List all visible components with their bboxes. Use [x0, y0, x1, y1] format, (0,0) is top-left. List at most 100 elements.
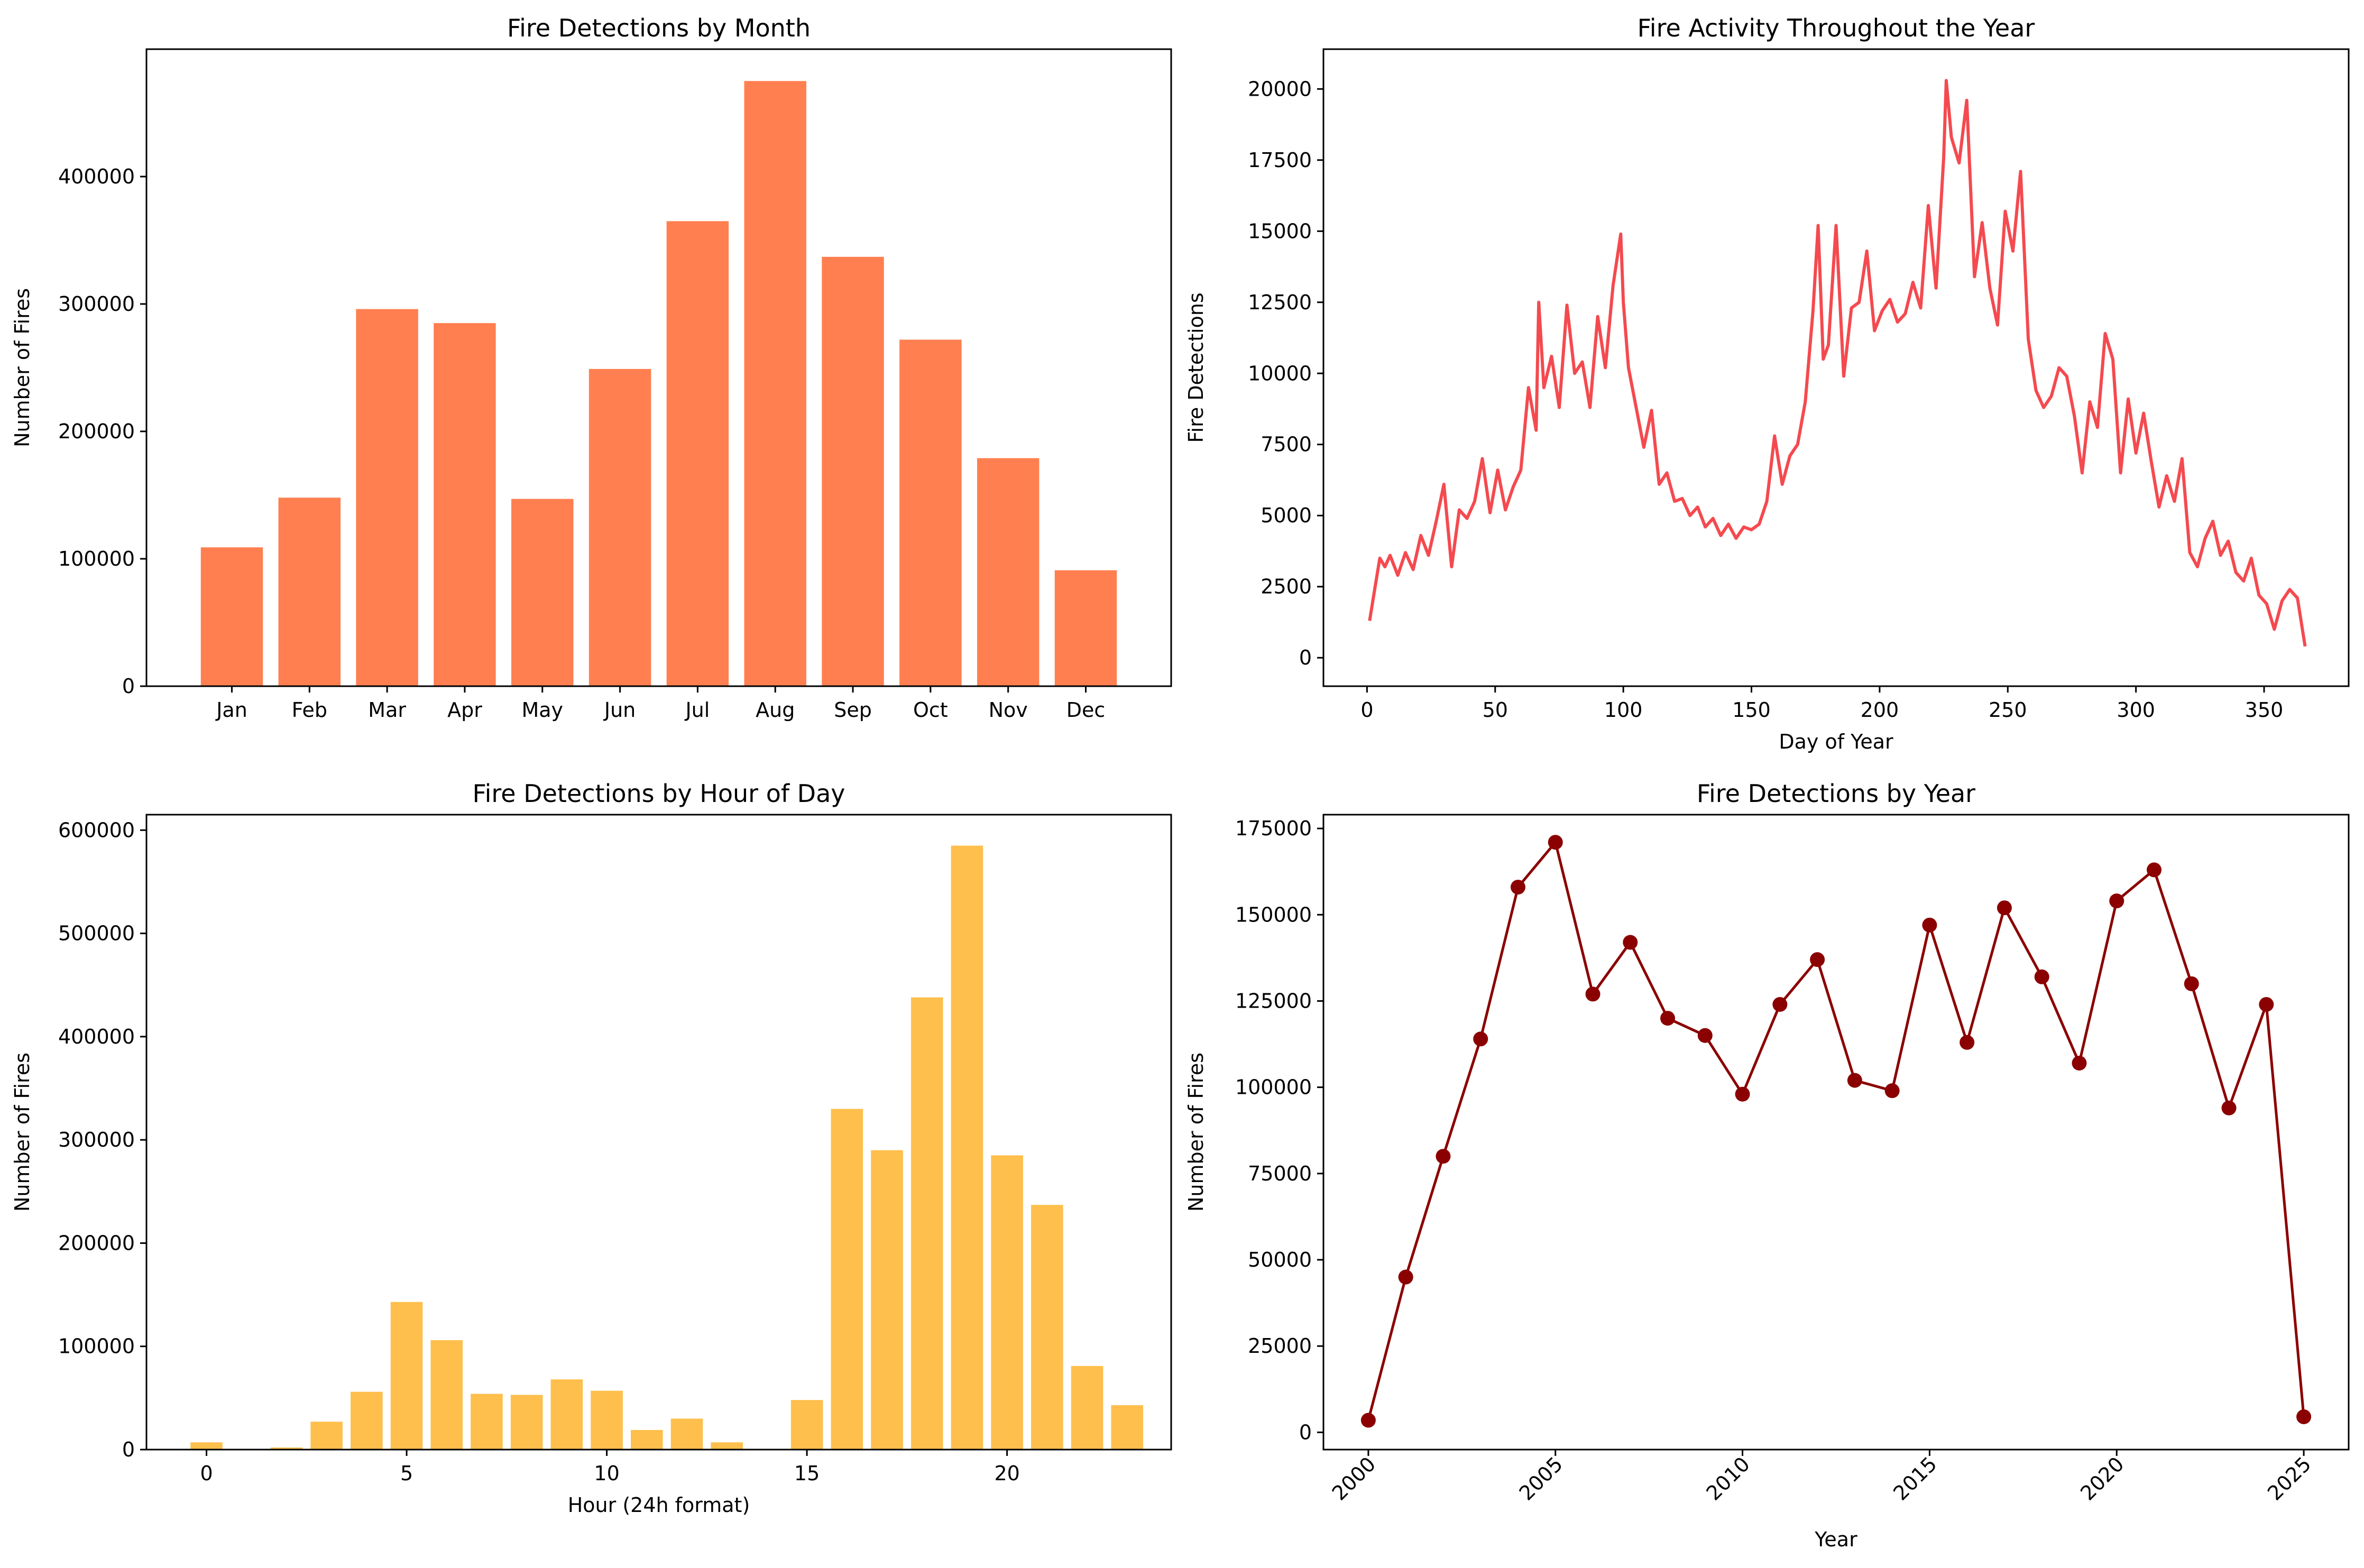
- data-point: [1772, 997, 1788, 1012]
- y-tick-label: 125000: [1235, 989, 1312, 1012]
- y-tick-label: 400000: [58, 165, 135, 188]
- bar: [711, 1442, 743, 1450]
- bar: [434, 323, 496, 686]
- bar: [1071, 1366, 1103, 1450]
- bar: [822, 256, 884, 687]
- y-tick-label: 0: [1299, 646, 1312, 669]
- chart-fire-by-day: Fire Activity Throughout the Year Fire De…: [1184, 14, 2350, 753]
- y-tick-label: 200000: [58, 1231, 135, 1255]
- x-tick-label: 250: [1989, 698, 2027, 722]
- x-tick-label: 100: [1604, 698, 1643, 722]
- bar: [588, 368, 651, 686]
- x-tick-label: 20: [994, 1462, 1019, 1485]
- data-point: [2109, 893, 2124, 909]
- data-point: [1997, 900, 2012, 916]
- data-point: [1847, 1073, 1862, 1088]
- bar: [550, 1379, 583, 1450]
- x-tick-label: 300: [2117, 698, 2155, 722]
- bar: [1031, 1205, 1063, 1450]
- bar: [278, 497, 341, 686]
- bar: [790, 1400, 823, 1450]
- data-point: [1473, 1031, 1488, 1047]
- x-tick-label: Jan: [215, 698, 247, 722]
- x-tick-label: 2000: [1328, 1452, 1381, 1505]
- x-axis-label: Day of Year: [1779, 730, 1893, 753]
- bar: [351, 1391, 383, 1450]
- data-point: [2184, 976, 2199, 991]
- bar: [977, 458, 1040, 686]
- data-point: [1360, 1413, 1376, 1428]
- data-point: [1398, 1269, 1413, 1285]
- x-tick-label: 2025: [2263, 1452, 2316, 1505]
- data-point: [1922, 917, 1937, 933]
- chart-fire-by-hour: Fire Detections by Hour of Day Number of …: [11, 779, 1172, 1517]
- y-tick-label: 20000: [1248, 77, 1312, 100]
- x-tick-label: Aug: [756, 698, 795, 722]
- bar: [631, 1429, 663, 1450]
- x-tick-label: 2010: [1701, 1452, 1754, 1505]
- x-tick-label: 0: [1360, 698, 1373, 722]
- y-tick-label: 150000: [1235, 903, 1312, 926]
- data-point: [1810, 952, 1825, 967]
- data-point: [2034, 969, 2049, 984]
- bar: [666, 221, 729, 687]
- x-tick-label: 0: [200, 1462, 213, 1485]
- chart-title: Fire Detections by Year: [1697, 779, 1975, 808]
- y-tick-label: 12500: [1248, 291, 1312, 314]
- y-tick-label: 300000: [58, 292, 135, 316]
- y-tick-label: 500000: [58, 922, 135, 945]
- y-tick-label: 17500: [1248, 149, 1312, 172]
- x-tick-label: Oct: [913, 698, 948, 722]
- y-tick-label: 0: [122, 675, 135, 698]
- y-tick-label: 200000: [58, 420, 135, 443]
- bar: [951, 845, 983, 1450]
- data-point: [1697, 1028, 1713, 1043]
- data-point: [1436, 1149, 1451, 1164]
- x-tick-label: Dec: [1066, 698, 1106, 722]
- bar: [310, 1422, 343, 1450]
- y-tick-label: 175000: [1235, 817, 1312, 840]
- x-tick-label: 2020: [2076, 1452, 2129, 1505]
- bar: [670, 1418, 703, 1450]
- bar: [430, 1340, 463, 1450]
- x-tick-label: 2015: [1889, 1452, 1942, 1505]
- x-tick-label: Nov: [989, 698, 1028, 722]
- y-tick-label: 7500: [1261, 433, 1312, 456]
- bar: [190, 1442, 223, 1450]
- y-tick-label: 400000: [58, 1025, 135, 1048]
- chart-title: Fire Detections by Month: [507, 14, 811, 42]
- data-point: [1735, 1086, 1750, 1102]
- x-tick-label: 5: [400, 1462, 413, 1485]
- x-tick-label: Feb: [292, 698, 327, 722]
- y-tick-label: 15000: [1248, 219, 1312, 243]
- y-tick-label: 5000: [1261, 504, 1312, 527]
- x-tick-label: Jun: [603, 698, 636, 722]
- x-tick-label: 350: [2245, 698, 2284, 722]
- data-point: [1548, 835, 1563, 850]
- bar: [899, 339, 962, 686]
- data-point: [2259, 997, 2274, 1012]
- bar: [831, 1109, 863, 1450]
- data-point: [1960, 1035, 1975, 1050]
- y-tick-label: 600000: [58, 818, 135, 842]
- y-tick-label: 75000: [1248, 1162, 1312, 1185]
- x-tick-label: 150: [1732, 698, 1771, 722]
- data-point: [1585, 986, 1600, 1002]
- data-point: [2147, 862, 2162, 878]
- y-axis-label: Number of Fires: [11, 1053, 34, 1212]
- bar: [471, 1394, 503, 1450]
- plot-frame: [145, 814, 1172, 1451]
- data-point: [1660, 1011, 1676, 1026]
- x-tick-label: Apr: [447, 698, 482, 722]
- bar: [510, 1395, 543, 1450]
- x-tick-label: 10: [594, 1462, 619, 1485]
- bar: [511, 499, 574, 686]
- chart-fire-by-month: Fire Detections by Month Number of Fires J…: [11, 14, 1172, 722]
- data-point: [2296, 1409, 2312, 1424]
- bar: [871, 1150, 903, 1450]
- data-point: [2221, 1100, 2237, 1115]
- y-tick-label: 0: [1299, 1421, 1312, 1444]
- y-tick-label: 50000: [1248, 1248, 1312, 1271]
- y-tick-label: 100000: [1235, 1076, 1312, 1099]
